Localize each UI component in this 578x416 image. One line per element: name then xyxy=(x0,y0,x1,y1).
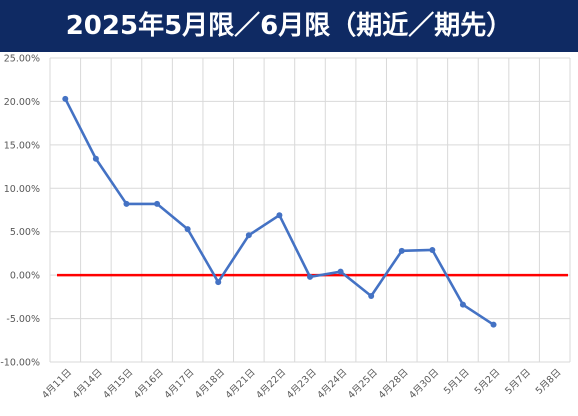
data-point xyxy=(154,200,161,207)
data-point xyxy=(368,292,375,299)
data-point xyxy=(276,212,283,219)
x-tick-label: 4月28日 xyxy=(377,367,411,401)
x-tick-label: 4月11日 xyxy=(40,367,74,401)
y-tick-label: 20.00% xyxy=(4,97,40,108)
data-point xyxy=(429,246,436,253)
y-tick-label: 25.00% xyxy=(4,54,40,65)
x-tick-label: 4月16日 xyxy=(132,367,166,401)
x-tick-label: 5月8日 xyxy=(534,367,564,397)
y-axis-ticks: 25.00% 20.00% 15.00% 10.00% 5.00% 0.00% -5.00%… xyxy=(0,54,40,369)
x-tick-label: 4月30日 xyxy=(407,367,441,401)
data-point xyxy=(184,226,191,233)
y-tick-label: -5.00% xyxy=(6,314,40,325)
x-tick-label: 4月22日 xyxy=(254,367,288,401)
x-tick-label: 5月7日 xyxy=(503,367,533,397)
data-point xyxy=(123,200,130,207)
data-point xyxy=(307,273,313,280)
data-point xyxy=(245,232,252,239)
y-tick-label: 10.00% xyxy=(4,184,40,195)
title-bar xyxy=(0,0,578,52)
series-line xyxy=(64,98,495,326)
y-tick-label: 0.00% xyxy=(10,271,40,282)
y-tick-label: 15.00% xyxy=(4,140,40,151)
x-tick-label: 4月25日 xyxy=(346,367,380,401)
data-point xyxy=(490,321,497,328)
y-tick-label: 5.00% xyxy=(10,227,40,238)
x-tick-label: 4月24日 xyxy=(315,367,349,401)
x-tick-label: 4月15日 xyxy=(101,367,135,401)
x-tick-label: 4月21日 xyxy=(224,367,258,401)
data-point xyxy=(459,301,466,308)
x-tick-label: 4月18日 xyxy=(193,367,227,401)
x-tick-label: 5月1日 xyxy=(442,367,472,397)
chart-title: 2025年5月限／6月限（期近／期先） xyxy=(65,11,513,41)
grid-lines xyxy=(49,57,571,363)
data-point xyxy=(62,95,69,102)
x-axis-ticks: 4月11日4月14日4月15日4月16日4月17日4月18日4月21日4月22日… xyxy=(40,367,563,401)
x-tick-label: 4月14日 xyxy=(71,367,105,401)
data-point xyxy=(92,155,99,162)
data-point xyxy=(215,279,222,286)
x-tick-label: 4月23日 xyxy=(285,367,319,401)
y-tick-label: -10.00% xyxy=(0,358,40,369)
data-point xyxy=(398,247,405,254)
series-layer xyxy=(62,95,497,328)
data-point xyxy=(337,268,344,275)
x-tick-label: 5月2日 xyxy=(473,367,503,397)
x-tick-label: 4月17日 xyxy=(162,367,196,401)
